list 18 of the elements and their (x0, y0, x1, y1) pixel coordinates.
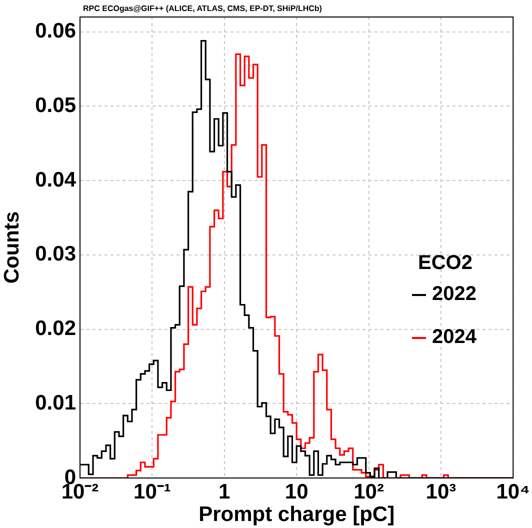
x-tick-label: 10² (354, 480, 384, 504)
legend-label: 2022 (432, 283, 476, 306)
legend-label: 2024 (432, 326, 476, 349)
y-axis-title: Counts (0, 211, 24, 284)
y-tick-label: 0.01 (35, 391, 76, 414)
y-tick-label: 0.02 (35, 317, 76, 340)
chart-title: RPC ECOgas@GIF++ (ALICE, ATLAS, CMS, EP-DT, SHiP/LHCb) (83, 4, 322, 13)
y-tick-label: 0.05 (35, 94, 76, 118)
x-axis-title: Prompt charge [pC] (198, 503, 395, 526)
x-tick-label: 10⁴ (496, 480, 530, 504)
x-tick-label: 1 (218, 480, 231, 504)
y-tick-label: 0.03 (35, 242, 76, 266)
legend-title: ECO2 (418, 252, 474, 275)
y-tick-label: 0.06 (35, 20, 76, 43)
x-tick-label: 10³ (426, 480, 456, 504)
y-tick-label: 0.04 (35, 168, 76, 192)
x-tick-label: 10 (284, 480, 308, 504)
x-tick-label: 10⁻¹ (134, 480, 171, 504)
